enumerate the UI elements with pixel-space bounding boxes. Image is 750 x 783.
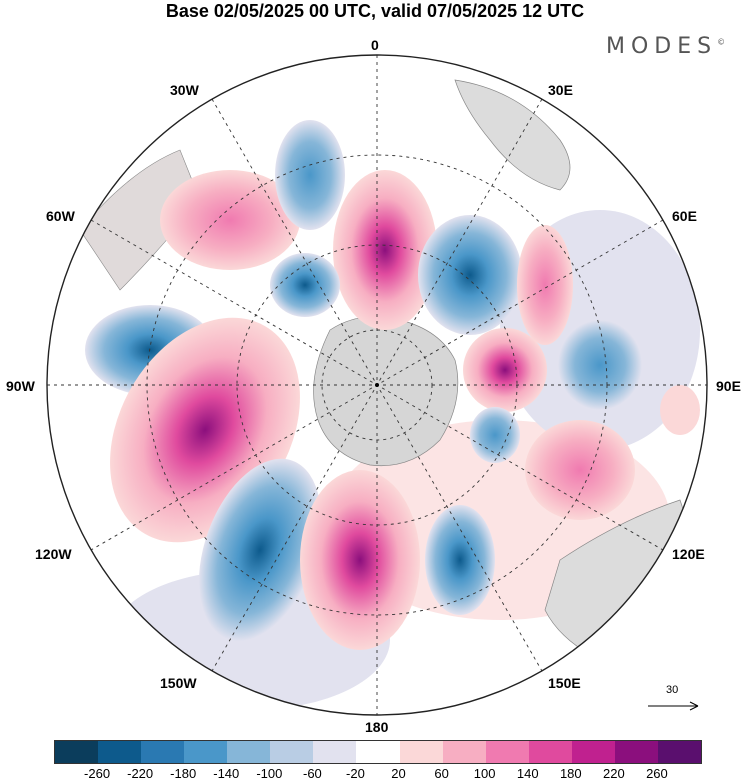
meridian-label-30e: 30E <box>548 82 573 98</box>
colorbar-swatch <box>657 741 701 763</box>
colorbar-swatch <box>399 741 443 763</box>
meridian-label-150w: 150W <box>160 675 197 691</box>
reference-arrow-icon <box>648 701 699 711</box>
colorbar-swatch <box>141 741 185 763</box>
colorbar-tick-label: 180 <box>559 766 582 781</box>
colorbar-swatch <box>485 741 529 763</box>
meridian-label-30w: 30W <box>170 82 199 98</box>
colorbar-swatch <box>55 741 99 763</box>
meridian-label-150e: 150E <box>548 675 581 691</box>
colorbar <box>54 740 702 764</box>
meridian-label-120w: 120W <box>35 546 72 562</box>
colorbar-tick-label: -140 <box>213 766 240 781</box>
meridian-label-60w: 60W <box>46 208 75 224</box>
meridian-label-90w: 90W <box>6 378 35 394</box>
colorbar-tick-label: -180 <box>170 766 197 781</box>
meridian-label-60e: 60E <box>672 208 697 224</box>
colorbar-swatch <box>614 741 658 763</box>
colorbar-ticks: -260 -220 -180 -140 -100 -60 -20 20 60 100 140 180 2… <box>0 766 750 782</box>
colorbar-tick-label: -100 <box>256 766 283 781</box>
colorbar-swatch <box>528 741 572 763</box>
meridian-label-120e: 120E <box>672 546 705 562</box>
colorbar-tick-label: 220 <box>603 766 625 781</box>
colorbar-swatch <box>313 741 357 763</box>
colorbar-swatch <box>442 741 486 763</box>
meridian-label-90e: 90E <box>716 378 741 394</box>
modes-logo: MODES© <box>606 34 726 59</box>
colorbar-tick-label: 100 <box>473 766 496 781</box>
colorbar-swatch <box>356 741 400 763</box>
colorbar-swatch <box>184 741 228 763</box>
colorbar-swatch <box>270 741 314 763</box>
colorbar-swatch <box>227 741 271 763</box>
colorbar-tick-label: -220 <box>127 766 154 781</box>
colorbar-tick-label: 20 <box>391 766 406 781</box>
colorbar-tick-label: -60 <box>302 766 322 781</box>
colorbar-tick-label: 260 <box>646 766 668 781</box>
colorbar-tick-label: 60 <box>434 766 449 781</box>
colorbar-tick-label: 140 <box>516 766 539 781</box>
colorbar-swatch <box>98 741 142 763</box>
colorbar-swatch <box>571 741 615 763</box>
reference-vector-label: 30 <box>666 684 679 696</box>
map-title: Base 02/05/2025 00 UTC, valid 07/05/2025… <box>165 1 585 21</box>
meridian-label-180: 180 <box>365 719 389 735</box>
colorbar-tick-label: -260 <box>84 766 111 781</box>
colorbar-tick-label: -20 <box>346 766 365 781</box>
meridian-label-0: 0 <box>371 37 379 53</box>
